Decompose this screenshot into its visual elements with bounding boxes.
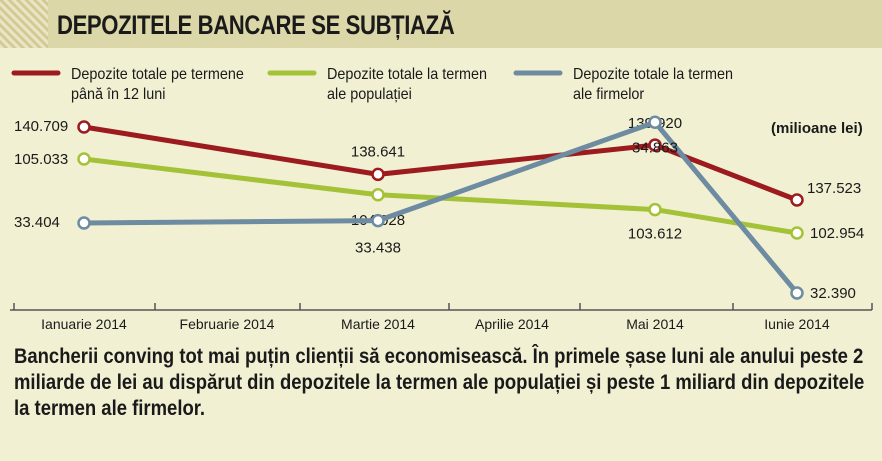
x-tick-label: Iunie 2014: [764, 316, 830, 332]
x-tick-label: Martie 2014: [341, 316, 415, 332]
data-label: 137.523: [807, 180, 861, 197]
x-tick-label: Ianuarie 2014: [41, 316, 127, 332]
data-label: 140.709: [14, 118, 68, 135]
data-label: 32.390: [810, 285, 856, 302]
data-point: [648, 115, 662, 130]
data-point: [790, 193, 804, 207]
data-point: [371, 167, 385, 182]
title-bar: DEPOZITELE BANCARE SE SUBȚIAZĂ: [0, 0, 882, 48]
data-label: 105.033: [14, 151, 68, 168]
data-label: 34.863: [632, 139, 678, 156]
x-tick-label: Februarie 2014: [180, 316, 275, 332]
data-label: 33.438: [355, 240, 401, 257]
line-chart: Depozite totale pe termene până în 12 lun…: [10, 65, 873, 332]
series-line: [83, 124, 798, 203]
legend-label: Depozite totale la termen: [573, 65, 733, 83]
data-point: [77, 216, 91, 230]
legend-label: ale populației: [327, 85, 412, 103]
data-point: [648, 138, 662, 152]
data-point: [790, 226, 804, 240]
legend-label: Depozite totale la termen: [327, 65, 487, 83]
data-label: 33.404: [14, 214, 60, 231]
x-tick-label: Mai 2014: [626, 316, 684, 332]
x-tick-label: Aprilie 2014: [475, 316, 549, 332]
data-point: [648, 202, 662, 217]
data-label: 103.612: [628, 226, 682, 243]
legend-label: Depozite totale pe termene: [71, 65, 244, 83]
data-label: 102.954: [810, 225, 864, 242]
data-point: [77, 152, 91, 166]
legend-label: ale firmelor: [573, 85, 644, 103]
series-line: [83, 156, 798, 236]
chart-title: DEPOZITELE BANCARE SE SUBȚIAZĂ: [57, 10, 455, 40]
data-point: [77, 120, 91, 134]
unit-label: (milioane lei): [771, 120, 863, 137]
data-point: [790, 286, 804, 300]
legend-label: până în 12 luni: [71, 85, 165, 103]
footer-text: Bancherii conving tot mai puțin clienții…: [14, 345, 865, 420]
data-point: [371, 188, 385, 202]
decorative-stripes: [0, 0, 48, 48]
data-label: 138.641: [351, 143, 405, 160]
data-point: [371, 213, 385, 228]
series-line: [83, 119, 799, 295]
